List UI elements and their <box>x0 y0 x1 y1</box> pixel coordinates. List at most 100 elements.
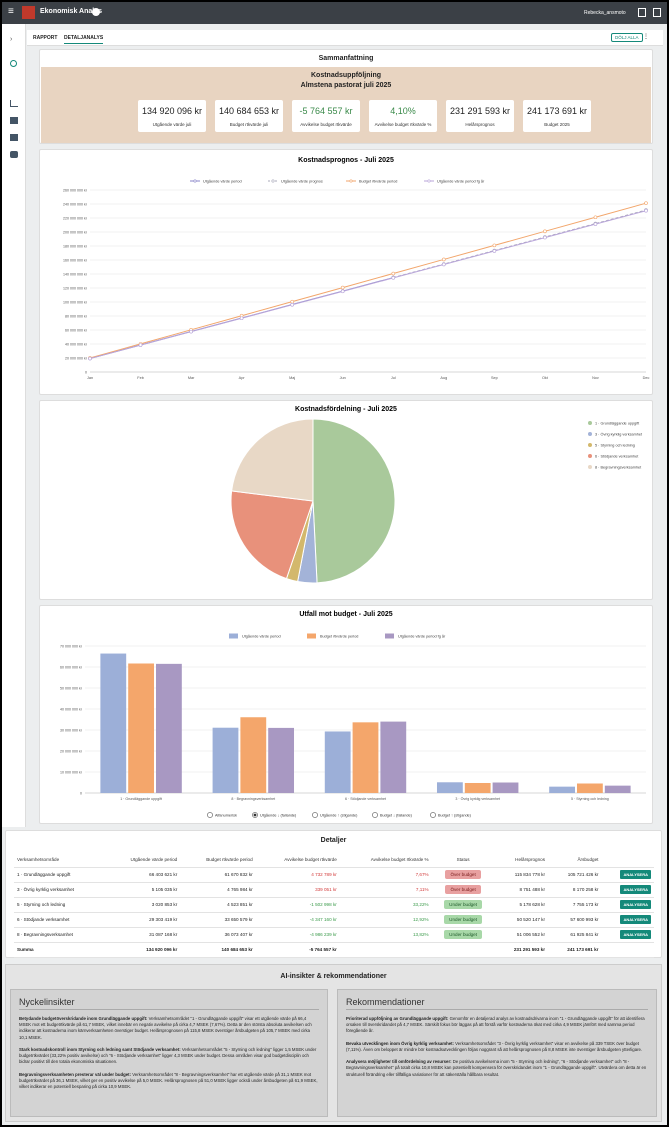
logo <box>22 6 35 19</box>
column-header: Årsbudget <box>548 853 602 868</box>
table-cell: 57 600 993 kr <box>548 912 602 928</box>
chart-title: Utfall mot budget - Juli 2025 <box>299 611 392 618</box>
card-label: Helårsprognos <box>465 122 495 127</box>
help-icon[interactable] <box>92 8 100 16</box>
pie-panel: Kostnadsfördelning - Juli 2025 1 · Grundl… <box>39 400 653 600</box>
card-value: 231 291 593 kr <box>449 106 511 116</box>
y-tick-label: 30 000 000 kr <box>60 729 83 733</box>
table-cell: 5 · Styrning och ledning <box>14 897 105 913</box>
legend-swatch <box>229 633 238 639</box>
analyze-button[interactable]: ANALYSERA <box>620 915 651 924</box>
line-point <box>492 243 497 248</box>
sort-radio[interactable] <box>312 812 318 818</box>
column-header: Avvikelse budget rtkvärde <box>255 853 340 868</box>
summary-card: 241 173 691 kr Budget 2025 <box>523 100 591 132</box>
summary-card: 231 291 593 kr Helårsprognos <box>446 100 514 132</box>
paragraph-text: Verksamhetsområdet "3 - Övrig kyrklig ve… <box>346 1040 643 1052</box>
hide-all-button[interactable]: DÖLJ ALLA <box>611 33 643 42</box>
sort-label[interactable]: Alfanumerisk <box>215 813 237 817</box>
refresh-icon[interactable] <box>10 60 17 67</box>
line-point <box>644 208 648 213</box>
summary-card: -5 764 557 kr Avvikelse budget rtkvärde <box>292 100 360 132</box>
ai-panel: AI-insikter & rekommendationer Nyckelins… <box>5 964 662 1122</box>
table-cell: 105 721 426 kr <box>548 867 602 883</box>
user-name[interactable]: Rebecka_ansmoto <box>584 10 626 16</box>
table-row: 3 · Övrig kyrklig verksamhet 5 105 035 kr… <box>14 882 654 898</box>
analyze-button[interactable]: ANALYSERA <box>620 900 651 909</box>
y-tick-label: 80 000 000 kr <box>65 315 88 319</box>
legend-marker <box>349 179 353 183</box>
x-tick-label: 6 · Stödjande verksamhet <box>345 797 386 801</box>
line-point <box>340 289 345 294</box>
y-tick-label: 260 000 000 kr <box>63 189 88 193</box>
sort-radio[interactable] <box>430 812 436 818</box>
export-icon[interactable] <box>638 8 646 17</box>
total-cell <box>431 942 495 958</box>
x-tick-label: Sep <box>491 376 498 380</box>
more-icon[interactable]: ⋮ <box>643 34 649 40</box>
paragraph-lead: Stark kostnadskontroll inom Styrning och… <box>19 1046 181 1052</box>
line-series <box>89 210 647 360</box>
table-cell: -4 347 160 kr <box>255 912 340 928</box>
sort-label[interactable]: Budget ↓ (fallande) <box>380 813 413 817</box>
pie-slice <box>312 418 396 584</box>
column-header: Status <box>431 853 495 868</box>
bar <box>268 727 295 793</box>
details-table: Verksamhetsområde Utgående värde period Bu… <box>14 853 654 958</box>
details-title: Detaljer <box>320 837 347 844</box>
chart-icon[interactable] <box>10 100 18 107</box>
list-icon[interactable] <box>10 117 18 124</box>
column-header: Verksamhetsområde <box>14 853 105 868</box>
x-tick-label: Dec <box>643 376 650 380</box>
bar <box>380 721 407 793</box>
table-cell: 7,67% <box>339 867 432 883</box>
table-cell: 13,82% <box>339 927 432 943</box>
bar <box>324 731 351 793</box>
sort-radio[interactable] <box>207 812 213 818</box>
bar <box>492 782 519 793</box>
tab[interactable]: RAPPORT <box>33 35 58 41</box>
column-header-action <box>601 853 654 868</box>
bar <box>352 722 379 793</box>
analyze-button[interactable]: ANALYSERA <box>620 930 651 939</box>
settings-icon[interactable] <box>653 8 661 17</box>
analyze-button[interactable]: ANALYSERA <box>620 885 651 894</box>
sort-radio[interactable] <box>372 812 378 818</box>
y-tick-label: 0 <box>80 792 82 796</box>
bar <box>212 727 239 793</box>
table-cell: 31 087 168 kr <box>104 927 181 943</box>
collapse-icon[interactable]: › <box>10 36 13 43</box>
y-tick-label: 60 000 000 kr <box>65 329 88 333</box>
sort-label[interactable]: Utgående ↑ (stigande) <box>320 813 358 817</box>
paragraph: Begravningsverksamheten presterar väl un… <box>19 1072 319 1091</box>
legend-label: Utgående värde period <box>203 179 242 183</box>
total-cell <box>339 942 432 958</box>
line-point <box>138 343 143 347</box>
table-icon[interactable] <box>10 134 18 141</box>
sort-label[interactable]: Budget ↑ (stigande) <box>438 813 472 817</box>
card-label: Avvikelse budget rtkvärde % <box>374 122 432 127</box>
sort-label[interactable]: Utgående ↓ (fallande) <box>260 813 297 817</box>
database-icon[interactable] <box>10 151 18 158</box>
line-point <box>593 222 598 226</box>
chart-title: Kostnadsprognos - Juli 2025 <box>298 157 394 164</box>
table-cell: 7 755 173 kr <box>548 897 602 913</box>
chart-title: Kostnadsfördelning - Juli 2025 <box>295 406 397 413</box>
y-tick-label: 140 000 000 kr <box>63 273 88 277</box>
summary-box: Kostnadsuppföljning Almstena pastorat ju… <box>41 67 651 143</box>
column-header: Avvikelse budget rtkvärde % <box>339 853 432 868</box>
total-cell: -5 764 557 kr <box>255 942 340 958</box>
line-series <box>89 202 647 359</box>
action-cell: ANALYSERA <box>601 912 654 928</box>
total-cell <box>601 942 654 958</box>
total-cell: 231 291 593 kr <box>494 942 549 958</box>
analyze-button[interactable]: ANALYSERA <box>620 870 651 879</box>
legend-marker <box>588 432 592 436</box>
line-point <box>239 316 244 321</box>
tab-active[interactable]: DETALJANALYS <box>64 35 104 44</box>
x-tick-label: 8 · Begravningsverksamhet <box>231 797 275 801</box>
menu-icon[interactable]: ≡ <box>8 6 14 17</box>
column-header: Helårsprognos <box>494 853 549 868</box>
table-row: 6 · Stödjande verksamhet 29 303 419 kr 33 … <box>14 912 654 928</box>
